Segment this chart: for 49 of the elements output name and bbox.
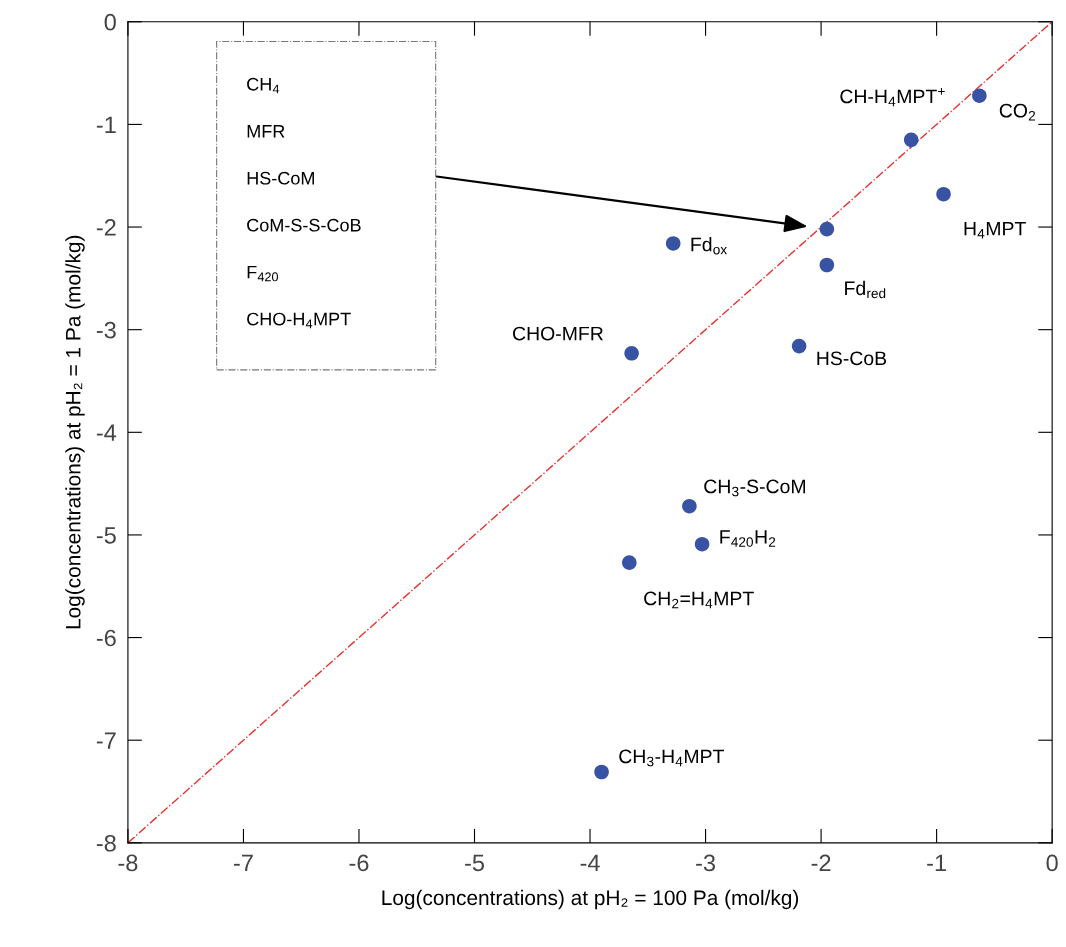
annotation: Fd$_{red}$ <box>845 280 886 299</box>
annotation: Fd$_{ox}$ <box>691 237 727 255</box>
x-tick-label: -1 <box>927 854 946 872</box>
point <box>791 338 807 354</box>
x-tick-label: -8 <box>118 854 138 872</box>
x-axis-title: Log(concentrations) at pH₂ = 100 Pa (mol/kg) <box>382 889 799 910</box>
annotation: CH$_{3}$-H$_{4}$MPT <box>619 749 724 767</box>
annotation: CH-H$_{4}$MPT$^{+}$ <box>840 88 945 107</box>
y-axis-title: Log(concentrations) at pH₂ = 1 Pa (mol/kg) <box>65 235 85 629</box>
point <box>622 555 637 570</box>
point <box>903 132 919 148</box>
annotation: CH$_{4}$ <box>247 77 280 94</box>
x-tick-label: -2 <box>811 854 831 872</box>
y-tick-label: -2 <box>96 219 116 236</box>
y-tick-label: -4 <box>96 424 117 441</box>
x-tick-label: -6 <box>349 854 369 872</box>
point <box>819 257 835 273</box>
annotation: CH$_{3}$-S-CoM <box>704 479 805 497</box>
point <box>936 186 951 202</box>
y-tick-label: -7 <box>96 732 116 749</box>
x-tick-label: -5 <box>465 854 485 872</box>
point <box>694 536 710 552</box>
x-tick-label: -4 <box>580 854 600 872</box>
annotation: CoM-S-S-CoB <box>247 218 361 232</box>
y-tick-label: -3 <box>96 321 116 339</box>
y-tick-label: -1 <box>96 116 116 133</box>
y-tick-label: -8 <box>96 834 116 852</box>
y-tick-label: -6 <box>96 629 116 647</box>
x-tick-label: -3 <box>696 854 716 872</box>
y-tick-label: -5 <box>96 527 116 544</box>
annotation: F$_{420}$ <box>247 265 279 282</box>
annotation: MFR <box>247 125 285 138</box>
point <box>972 88 987 103</box>
point <box>682 498 697 514</box>
annotation: F$_{420}$H$_{2}$ <box>720 530 776 547</box>
annotation: CHO-MFR <box>513 326 603 341</box>
point <box>624 346 639 361</box>
point <box>819 221 835 237</box>
point <box>594 764 609 780</box>
x-tick-label: -7 <box>234 854 253 872</box>
x-tick-label: 0 <box>1046 854 1058 872</box>
annotation: H$_{4}$MPT <box>964 221 1026 239</box>
annotation: HS-CoM <box>247 171 314 185</box>
annotation: CH$_{2}$=H$_{4}$MPT <box>644 591 754 609</box>
annotation: HS-CoB <box>817 351 887 366</box>
annotation: CHO-H$_{4}$MPT <box>247 312 351 329</box>
point <box>665 236 681 251</box>
y-tick-label: 0 <box>104 13 116 31</box>
annotation: CO$_{2}$ <box>999 103 1036 121</box>
